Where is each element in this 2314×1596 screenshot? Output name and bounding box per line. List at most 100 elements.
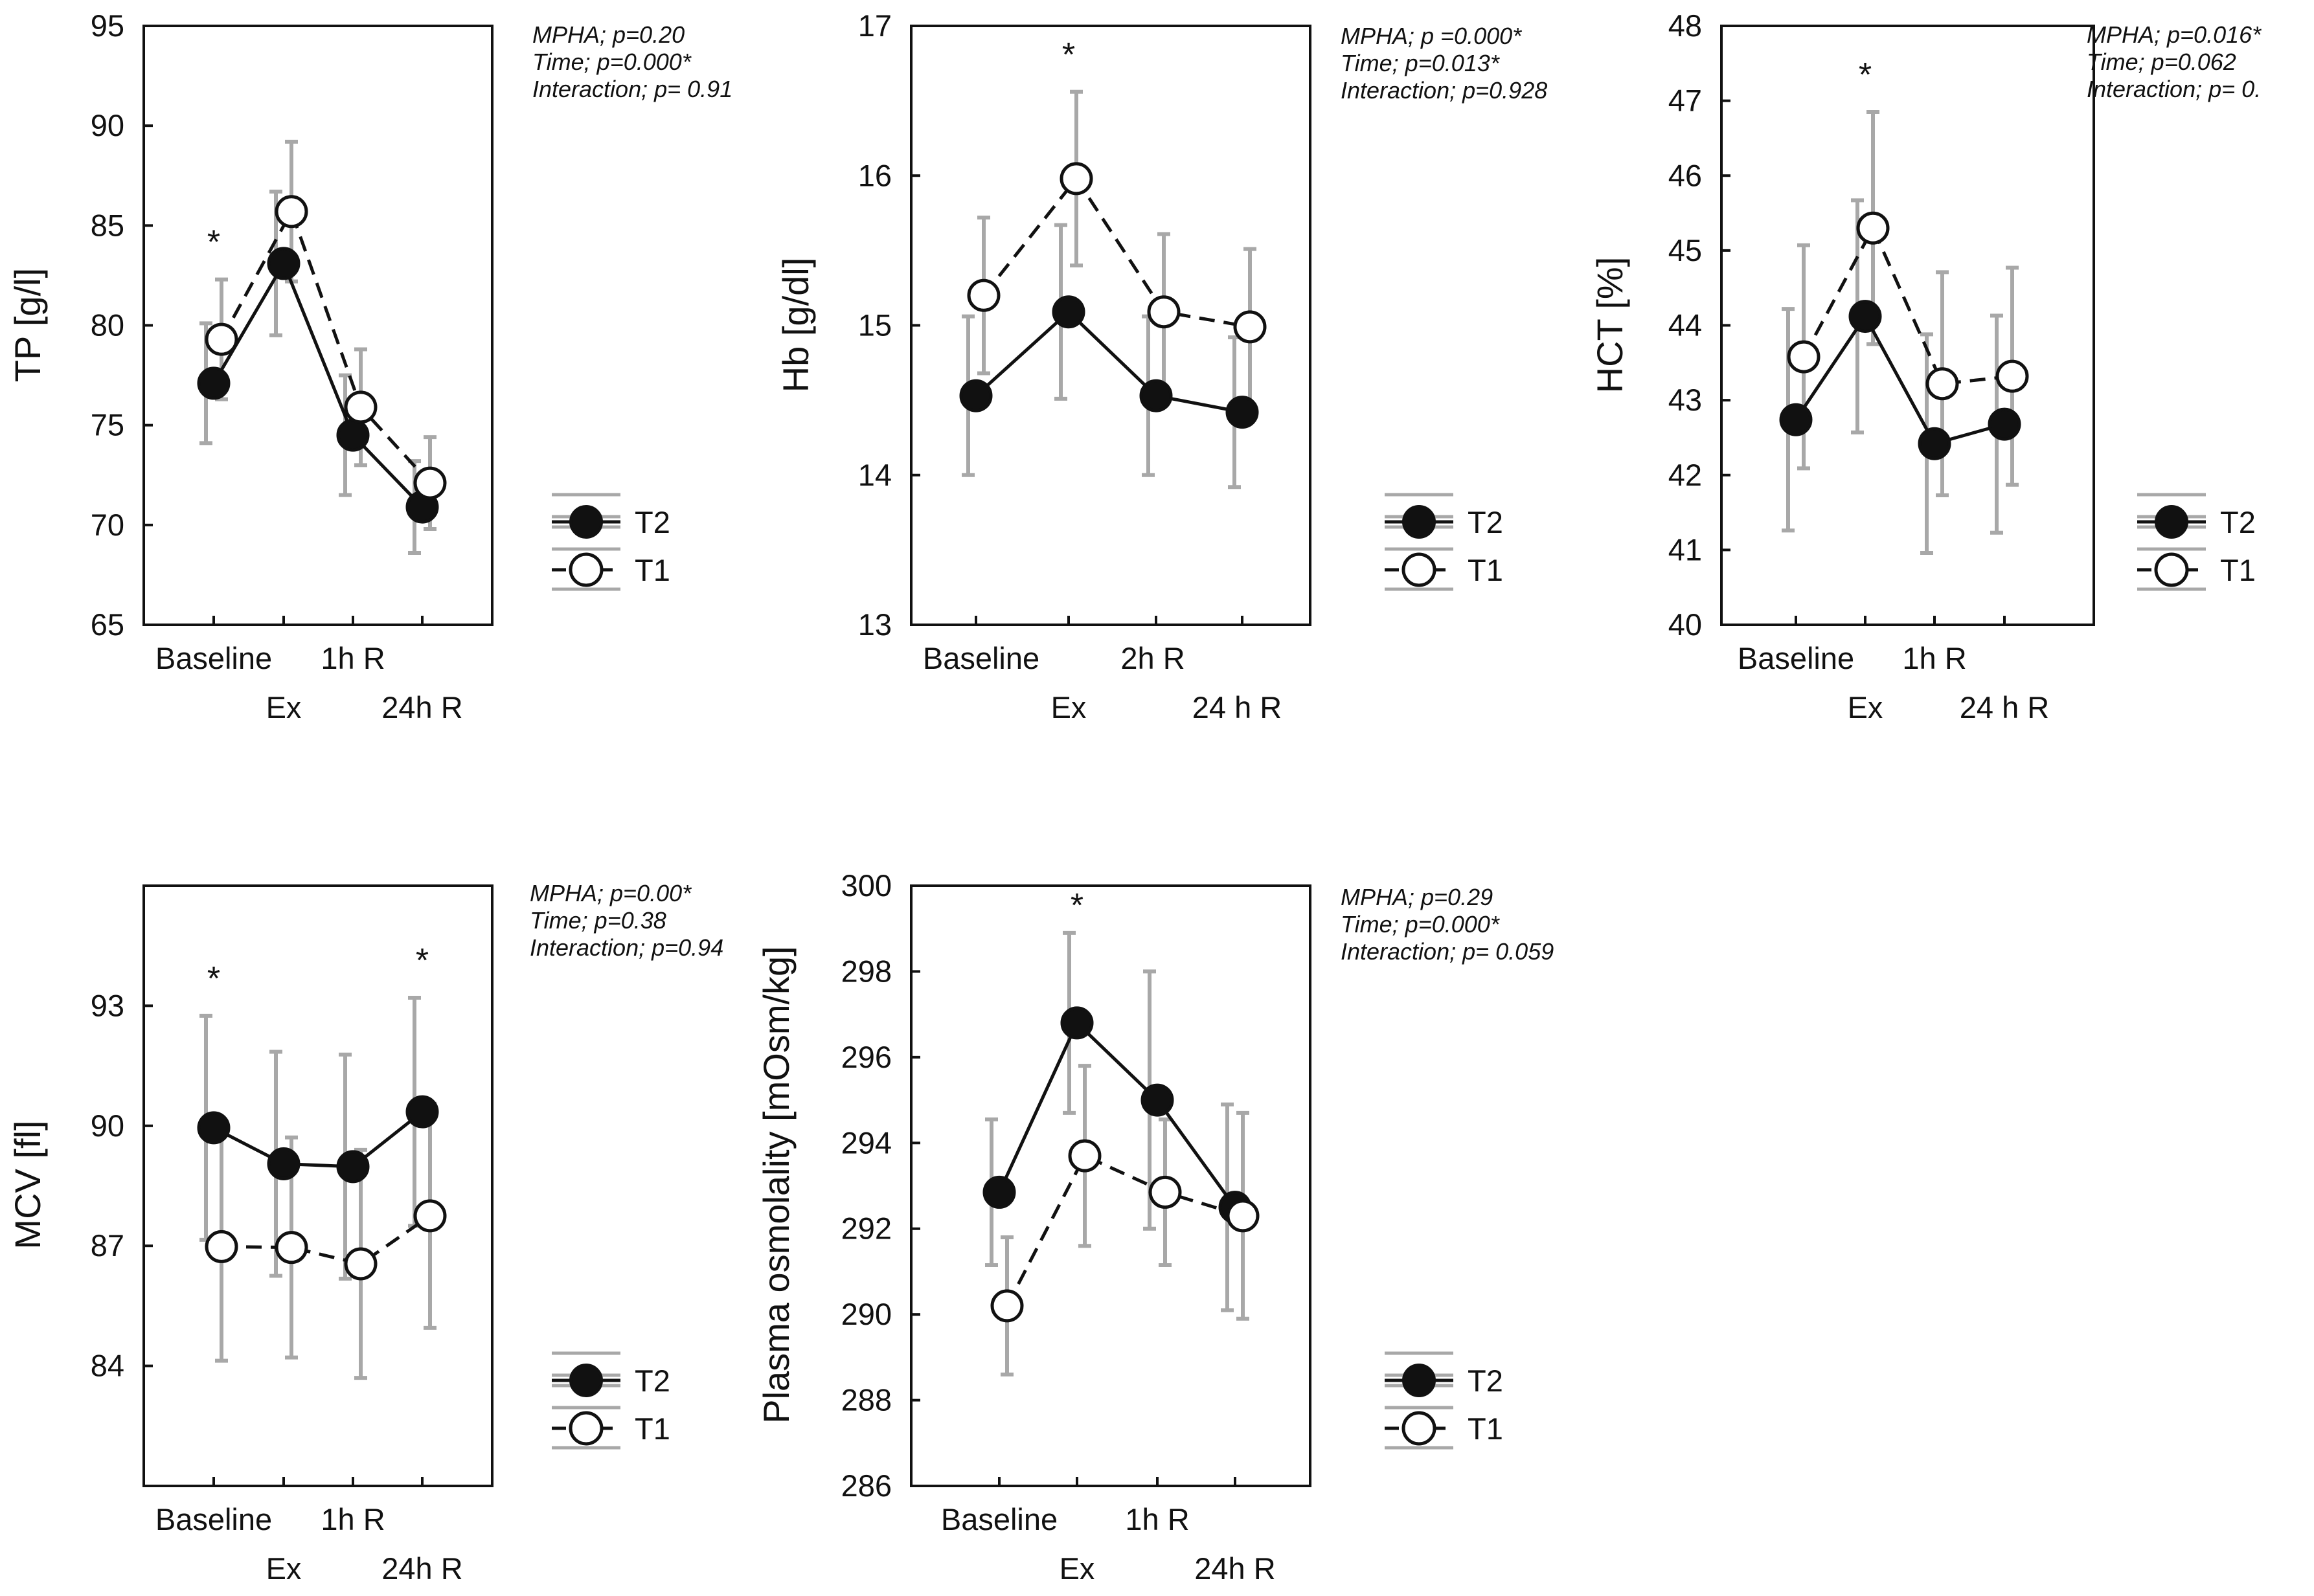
point-t1 — [205, 322, 238, 356]
stats-annotation: Interaction; p= 0.059 — [1341, 938, 1554, 965]
y-tick-label: 43 — [1668, 383, 1702, 417]
y-tick-label: 45 — [1668, 233, 1702, 267]
point-t2 — [1140, 1083, 1174, 1117]
x-tick-label: 1h R — [1902, 641, 1966, 675]
stats-annotation: Time; p=0.013* — [1341, 50, 1500, 76]
legend-marker-t1 — [569, 552, 604, 587]
y-tick-label: 292 — [841, 1211, 892, 1246]
plot-frame — [142, 884, 493, 1487]
point-t2 — [1848, 300, 1882, 333]
legend-label-t1: T1 — [635, 553, 670, 587]
y-tick-label: 41 — [1668, 532, 1702, 567]
point-t1 — [1226, 1199, 1260, 1233]
point-t2 — [197, 1111, 231, 1145]
plot-frame — [910, 884, 1311, 1487]
x-tick-label: Ex — [266, 690, 302, 725]
point-t1 — [413, 466, 447, 500]
series-line-t1 — [220, 207, 431, 484]
series-line-t1 — [982, 175, 1251, 329]
stats-annotation: MPHA; p=0.20 — [532, 21, 685, 48]
series-line-t1 — [221, 1214, 431, 1266]
point-t2 — [1139, 379, 1173, 412]
stats-annotation: MPHA; p=0.29 — [1341, 884, 1493, 910]
y-tick-label: 48 — [1668, 8, 1702, 43]
x-tick-label: Baseline — [941, 1502, 1058, 1536]
legend-label-t1: T1 — [1468, 1411, 1503, 1446]
point-t1 — [1995, 359, 2029, 393]
point-t1 — [1787, 340, 1821, 374]
y-tick-label: 95 — [91, 8, 124, 43]
point-t2 — [267, 1147, 301, 1181]
point-t2 — [1052, 295, 1085, 329]
point-t1 — [275, 1231, 308, 1264]
point-t2 — [197, 366, 231, 400]
y-tick-label: 290 — [841, 1297, 892, 1331]
x-tick-label: Ex — [1051, 690, 1087, 725]
point-t1 — [344, 390, 378, 424]
point-t1 — [1148, 1175, 1182, 1209]
y-tick-label: 294 — [841, 1125, 892, 1160]
y-tick-label: 90 — [91, 1108, 124, 1143]
point-t2 — [959, 379, 993, 412]
y-tick-label: 85 — [91, 208, 124, 242]
y-tick-label: 44 — [1668, 308, 1702, 343]
point-t2 — [336, 418, 370, 452]
y-axis-label: MCV [fl] — [7, 1120, 48, 1249]
y-axis-label: HCT [%] — [1589, 257, 1630, 394]
x-tick-label: 1h R — [321, 641, 385, 675]
x-tick-label: 1h R — [1125, 1502, 1189, 1536]
point-t2 — [1918, 427, 1951, 460]
point-t1 — [275, 195, 308, 229]
stats-annotation: Interaction; p= 0. — [2087, 76, 2261, 102]
stats-annotation: Interaction; p=0.94 — [530, 934, 723, 961]
x-tick-label: Ex — [1060, 1551, 1095, 1586]
y-tick-label: 15 — [858, 308, 892, 343]
significance-star: * — [207, 224, 220, 262]
legend-marker-t2 — [2155, 505, 2188, 539]
y-tick-label: 296 — [841, 1040, 892, 1074]
y-tick-label: 93 — [91, 988, 124, 1022]
x-tick-label: Baseline — [155, 641, 272, 675]
panel-hb: 13 14 15 16 17 Baseline Ex 2h R24 h R Hb [g/dl] *… — [775, 8, 1547, 725]
point-t1 — [990, 1289, 1024, 1323]
point-t2 — [1988, 407, 2021, 441]
significance-star: * — [207, 960, 220, 998]
stats-annotation: MPHA; p =0.000* — [1341, 23, 1522, 49]
panel-tp: 65 70 75 80 85 90 95 Baseline Ex 1h R 24h R TP [g/l… — [7, 8, 732, 725]
stats-annotation: Interaction; p= 0.91 — [532, 76, 732, 102]
series-line-t2 — [212, 1110, 424, 1169]
panel-mcv: 84 87 90 93 Baseline Ex 1h R 24h R MCV [fl] * * MPH… — [7, 880, 723, 1586]
y-tick-label: 288 — [841, 1383, 892, 1417]
legend-label-t2: T2 — [2220, 505, 2256, 539]
y-tick-label: 70 — [91, 508, 124, 542]
point-t1 — [1925, 367, 1959, 401]
significance-star: * — [416, 942, 429, 980]
y-tick-label: 42 — [1668, 458, 1702, 492]
y-tick-label: 46 — [1668, 158, 1702, 192]
point-t1 — [413, 1199, 447, 1233]
series-line-t1 — [1005, 1153, 1243, 1307]
y-tick-label: 65 — [91, 607, 124, 642]
legend-marker-t1 — [1401, 1411, 1436, 1446]
point-t2 — [1060, 1006, 1094, 1040]
stats-annotation: Time; p=0.062 — [2087, 49, 2236, 75]
stats-annotation: Time; p=0.000* — [1341, 911, 1500, 938]
x-tick-label: 24 h R — [1960, 690, 2049, 725]
y-axis-label: Plasma osmolality [mOsm/kg] — [756, 946, 797, 1424]
y-tick-label: 90 — [91, 108, 124, 142]
x-tick-label: 24 h R — [1192, 690, 1282, 725]
stats-annotation: MPHA; p=0.00* — [530, 880, 692, 906]
legend-marker-t2 — [1402, 1364, 1436, 1397]
x-tick-label: 1h R — [321, 1502, 385, 1536]
y-tick-label: 40 — [1668, 607, 1702, 642]
legend-marker-t1 — [1401, 552, 1436, 587]
x-tick-label: Ex — [1848, 690, 1883, 725]
legend-label-t2: T2 — [1468, 1364, 1503, 1398]
series-line-t2 — [997, 1020, 1237, 1209]
plot-frame — [1720, 25, 2095, 626]
